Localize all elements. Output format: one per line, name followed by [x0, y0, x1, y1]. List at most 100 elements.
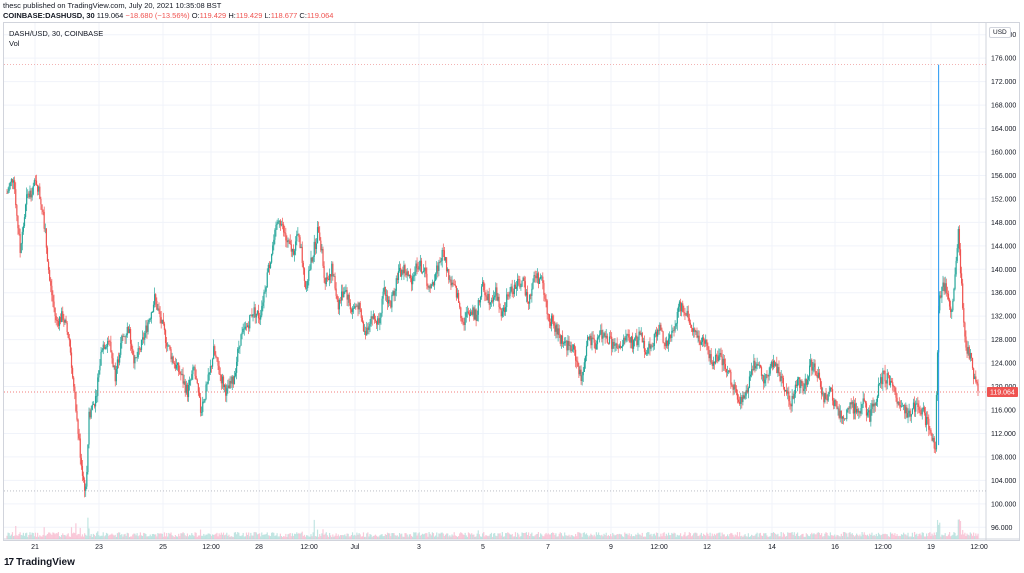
x-tick-label: 12: [703, 544, 711, 551]
candle-body: [620, 346, 623, 348]
candle-body: [561, 335, 564, 344]
candle-body: [862, 398, 864, 405]
candle-body: [669, 334, 671, 339]
candle-body: [341, 291, 343, 301]
candle-body: [614, 344, 616, 346]
volume-bar: [509, 534, 511, 539]
candle-body: [913, 402, 916, 412]
volume-bar: [692, 535, 694, 539]
volume-bar: [278, 536, 280, 539]
volume-bar: [842, 532, 845, 539]
candle-body: [843, 418, 846, 420]
volume-bar: [543, 536, 545, 539]
legend-volume[interactable]: Vol: [9, 39, 20, 48]
volume-bar: [342, 535, 344, 539]
volume-bar: [475, 536, 477, 539]
candle-body: [166, 342, 168, 347]
volume-bar: [685, 536, 687, 539]
volume-bar: [503, 536, 506, 539]
candle-body: [729, 370, 731, 372]
candle-body: [653, 333, 655, 347]
volume-bar: [793, 532, 795, 539]
candle-body: [573, 344, 576, 350]
volume-bar: [751, 534, 753, 539]
volume-bar: [575, 534, 577, 539]
candle-body: [129, 329, 132, 344]
candle-body: [24, 204, 27, 218]
volume-bar: [642, 536, 644, 539]
volume-bar: [941, 534, 943, 539]
candle-body: [443, 250, 445, 261]
volume-bar: [630, 534, 632, 539]
candle-body: [363, 331, 366, 332]
legend-symbol[interactable]: DASH/USD, 30, COINBASE: [9, 29, 104, 38]
candle-body: [466, 311, 468, 313]
volume-bar: [776, 534, 778, 539]
volume-bar: [269, 536, 272, 539]
candle-body: [432, 282, 435, 286]
candle-body: [291, 248, 293, 252]
candle-body: [833, 400, 835, 406]
candle-body: [529, 294, 531, 304]
candle-body: [104, 347, 107, 349]
volume-bar: [17, 535, 19, 539]
volume-bar: [334, 535, 336, 539]
volume-bar: [321, 533, 323, 539]
candle-body: [885, 381, 887, 384]
candle-body: [721, 356, 723, 366]
candle-body: [730, 371, 732, 385]
volume-bar: [658, 536, 660, 539]
candle-body: [360, 309, 362, 318]
volume-bar: [169, 533, 171, 539]
chart-frame[interactable]: [3, 22, 1020, 541]
candle-body: [519, 279, 521, 288]
volume-bar: [112, 534, 114, 539]
candle-body: [931, 433, 933, 441]
candle-body: [724, 364, 727, 369]
volume-bar: [494, 533, 496, 539]
volume-bar: [94, 536, 97, 539]
volume-bar: [831, 535, 834, 539]
volume-bar: [61, 535, 63, 539]
candle-body: [585, 345, 588, 357]
volume-bar: [957, 519, 959, 539]
volume-bar: [682, 536, 684, 539]
candle-body: [903, 405, 905, 407]
candle-body: [873, 403, 875, 407]
candle-body: [377, 318, 379, 325]
volume-bar: [930, 535, 932, 539]
candle-body: [700, 342, 702, 345]
currency-button[interactable]: USD: [989, 27, 1011, 38]
volume-bar: [38, 536, 40, 539]
volume-bar: [272, 532, 274, 539]
volume-bar: [880, 535, 882, 539]
candle-body: [444, 257, 447, 261]
volume-bar: [152, 533, 155, 539]
volume-bar: [886, 534, 888, 539]
volume-bar: [59, 536, 62, 539]
candle-body: [347, 294, 349, 300]
volume-bar: [870, 534, 872, 539]
candle-body: [550, 315, 553, 326]
volume-bar: [567, 535, 569, 539]
volume-bar: [413, 532, 415, 539]
volume-bar: [351, 532, 354, 539]
volume-bar: [907, 532, 909, 539]
volume-bar: [566, 535, 568, 539]
brand-name: TradingView: [16, 557, 75, 568]
candle-body: [821, 386, 823, 395]
candle-body: [760, 367, 763, 376]
candle-body: [642, 340, 644, 343]
volume-bar: [601, 534, 603, 539]
candle-body: [744, 395, 746, 399]
candle-body: [261, 305, 263, 316]
volume-bar: [421, 533, 424, 539]
volume-bar: [956, 535, 958, 539]
volume-bar: [156, 536, 158, 539]
volume-bar: [131, 536, 133, 539]
volume-bar: [954, 532, 956, 539]
candle-body: [322, 249, 324, 266]
candle-body: [557, 328, 559, 335]
candle-body: [109, 341, 111, 343]
